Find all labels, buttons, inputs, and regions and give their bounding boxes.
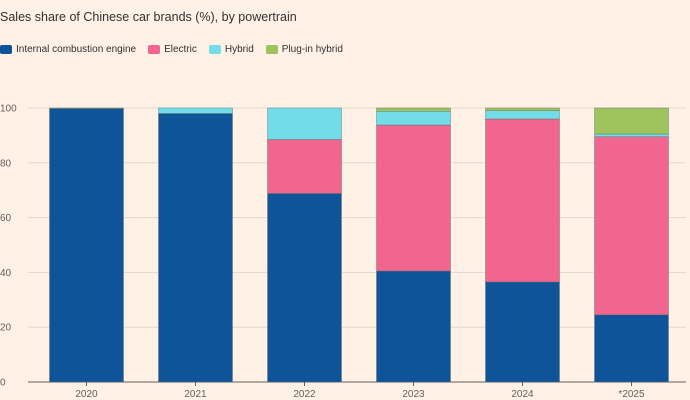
- bar-segment: [49, 108, 124, 383]
- x-tick-label: 2023: [402, 389, 425, 400]
- legend-swatch-ice: [0, 45, 12, 54]
- legend-item-ice: Internal combustion engine: [0, 44, 136, 55]
- bar-segment: [485, 281, 560, 383]
- y-tick-label: 0: [0, 378, 6, 389]
- y-tick-label: 100: [0, 104, 17, 115]
- legend-label-hybrid: Hybrid: [224, 44, 254, 55]
- bar-segment: [594, 314, 669, 383]
- bar-segment: [376, 107, 451, 112]
- x-tick-label: *2025: [618, 389, 645, 400]
- bar-segment: [376, 124, 451, 272]
- bar-segment: [594, 107, 669, 135]
- x-tick-label: 2024: [511, 389, 534, 400]
- x-tick-label: 2022: [293, 389, 316, 400]
- bar-segment: [594, 136, 669, 316]
- legend-label-ice: Internal combustion engine: [16, 44, 137, 55]
- bar-segment: [485, 118, 560, 283]
- bar-segment: [594, 133, 669, 137]
- legend-swatch-electric: [148, 45, 161, 54]
- y-tick-label: 40: [0, 268, 12, 279]
- legend-item-plugin-hybrid: Plug-in hybrid: [265, 44, 343, 55]
- bar-segment: [376, 270, 451, 383]
- legend-label-electric: Electric: [164, 44, 197, 55]
- y-tick-label: 80: [0, 158, 12, 169]
- legend-label-plugin-hybrid: Plug-in hybrid: [281, 44, 343, 55]
- legend-item-hybrid: Hybrid: [208, 44, 254, 55]
- chart-title: Sales share of Chinese car brands (%), b…: [0, 10, 297, 24]
- y-tick-label: 20: [0, 323, 12, 334]
- bar-segment: [267, 193, 342, 383]
- legend: Internal combustion engine Electric Hybr…: [0, 44, 355, 55]
- bar-segment: [485, 110, 560, 120]
- legend-swatch-plugin-hybrid: [265, 45, 278, 54]
- bar-segment: [49, 107, 124, 109]
- bar-segment: [267, 107, 342, 140]
- bar-segment: [485, 107, 560, 111]
- x-tick-label: 2020: [75, 389, 98, 400]
- y-tick-label: 60: [0, 213, 12, 224]
- bar-segment: [267, 139, 342, 194]
- legend-item-electric: Electric: [148, 44, 197, 55]
- legend-swatch-hybrid: [208, 45, 221, 54]
- bar-segment: [158, 113, 233, 383]
- bar-segment: [158, 107, 233, 114]
- bar-segment: [376, 111, 451, 126]
- x-tick-label: 2021: [184, 389, 207, 400]
